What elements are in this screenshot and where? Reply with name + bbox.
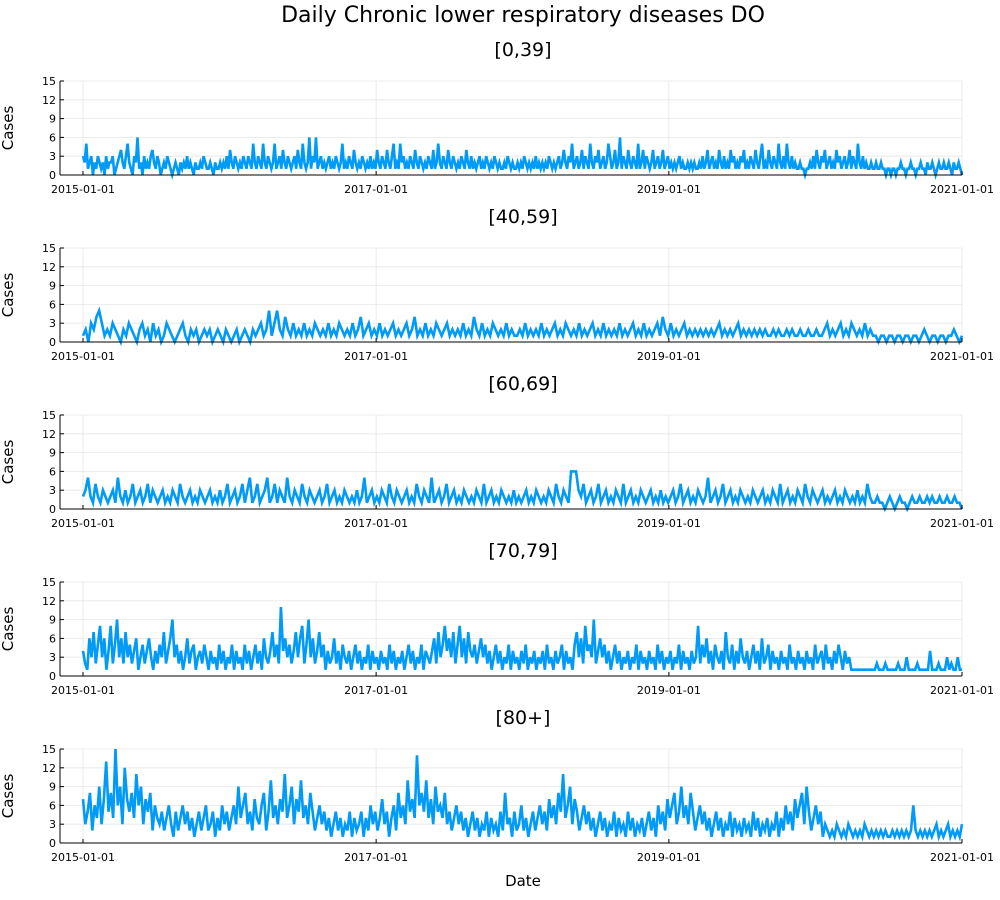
y-axis-label: Cases xyxy=(0,774,17,819)
panel-title: [40,59] xyxy=(488,206,557,228)
y-tick-label: 15 xyxy=(42,743,56,756)
x-tick-label: 2019-01-01 xyxy=(637,684,701,697)
panel-2: [40,59] 0 3 6 9 12 15 2015-01-01 2017-01-01 2019-… xyxy=(0,206,994,363)
y-tick-label: 9 xyxy=(49,614,56,627)
series-line-1 xyxy=(81,137,964,181)
y-axis-label: Cases xyxy=(0,106,17,151)
x-axis-label: Date xyxy=(505,872,541,890)
y-tick-label: 0 xyxy=(49,503,56,516)
series-line-2 xyxy=(81,306,964,347)
x-tick-label: 2017-01-01 xyxy=(344,684,408,697)
panel-title: [0,39] xyxy=(494,39,551,61)
y-tick-label: 9 xyxy=(49,447,56,460)
x-tick-label: 2015-01-01 xyxy=(51,517,115,530)
x-tick-label: 2021-01-01 xyxy=(930,517,994,530)
y-tick-label: 12 xyxy=(42,595,56,608)
x-tick-label: 2015-01-01 xyxy=(51,183,115,196)
series-line-3 xyxy=(81,470,964,513)
y-axis-label: Cases xyxy=(0,273,17,318)
x-tick-label: 2021-01-01 xyxy=(930,350,994,363)
y-tick-label: 6 xyxy=(49,799,56,812)
x-tick-label: 2019-01-01 xyxy=(637,517,701,530)
x-tick-label: 2019-01-01 xyxy=(637,851,701,864)
y-tick-label: 0 xyxy=(49,336,56,349)
y-tick-label: 15 xyxy=(42,75,56,88)
y-tick-label: 0 xyxy=(49,169,56,182)
y-tick-label: 3 xyxy=(49,150,56,163)
panels-group: [0,39] 0 3 6 9 12 15 2015-01-01 2017-01-01 2019-0… xyxy=(0,39,994,864)
y-tick-label: 0 xyxy=(49,670,56,683)
y-tick-label: 15 xyxy=(42,576,56,589)
series-line-4 xyxy=(81,607,962,672)
y-tick-label: 3 xyxy=(49,484,56,497)
panel-title: [60,69] xyxy=(488,373,557,395)
panel-title: [80+] xyxy=(496,707,551,729)
y-tick-label: 0 xyxy=(49,837,56,850)
x-tick-label: 2021-01-01 xyxy=(930,684,994,697)
y-tick-label: 6 xyxy=(49,298,56,311)
x-tick-label: 2017-01-01 xyxy=(344,183,408,196)
y-tick-label: 12 xyxy=(42,261,56,274)
panel-3: [60,69] 0 3 6 9 12 15 2015-01-01 2017-01-01 2019-… xyxy=(0,373,994,530)
series-line-5 xyxy=(81,748,964,842)
y-tick-label: 15 xyxy=(42,242,56,255)
y-tick-label: 12 xyxy=(42,762,56,775)
x-tick-label: 2021-01-01 xyxy=(930,851,994,864)
y-axis-label: Cases xyxy=(0,607,17,652)
x-tick-label: 2015-01-01 xyxy=(51,851,115,864)
x-tick-label: 2019-01-01 xyxy=(637,350,701,363)
y-tick-label: 9 xyxy=(49,781,56,794)
y-tick-label: 12 xyxy=(42,94,56,107)
y-tick-label: 12 xyxy=(42,428,56,441)
y-tick-label: 3 xyxy=(49,317,56,330)
x-tick-label: 2021-01-01 xyxy=(930,183,994,196)
x-tick-label: 2017-01-01 xyxy=(344,517,408,530)
x-tick-label: 2017-01-01 xyxy=(344,350,408,363)
y-tick-label: 3 xyxy=(49,651,56,664)
panel-1: [0,39] 0 3 6 9 12 15 2015-01-01 2017-01-01 2019-0… xyxy=(0,39,994,196)
panel-4: [70,79] 0 3 6 9 12 15 2015-01-01 2017-01-01 2019-… xyxy=(0,540,994,697)
panel-title: [70,79] xyxy=(488,540,557,562)
y-axis-label: Cases xyxy=(0,440,17,485)
y-tick-label: 9 xyxy=(49,280,56,293)
y-tick-label: 9 xyxy=(49,113,56,126)
x-tick-label: 2015-01-01 xyxy=(51,684,115,697)
x-tick-label: 2015-01-01 xyxy=(51,350,115,363)
panel-5: [80+] 0 3 6 9 12 15 2015-01-01 2017-01-01 2019-01… xyxy=(0,707,994,864)
y-tick-label: 3 xyxy=(49,818,56,831)
y-tick-label: 6 xyxy=(49,131,56,144)
y-tick-label: 6 xyxy=(49,632,56,645)
chart-title: Daily Chronic lower respiratory diseases… xyxy=(281,3,765,28)
x-tick-label: 2019-01-01 xyxy=(637,183,701,196)
y-tick-label: 6 xyxy=(49,465,56,478)
x-tick-label: 2017-01-01 xyxy=(344,851,408,864)
y-tick-label: 15 xyxy=(42,409,56,422)
